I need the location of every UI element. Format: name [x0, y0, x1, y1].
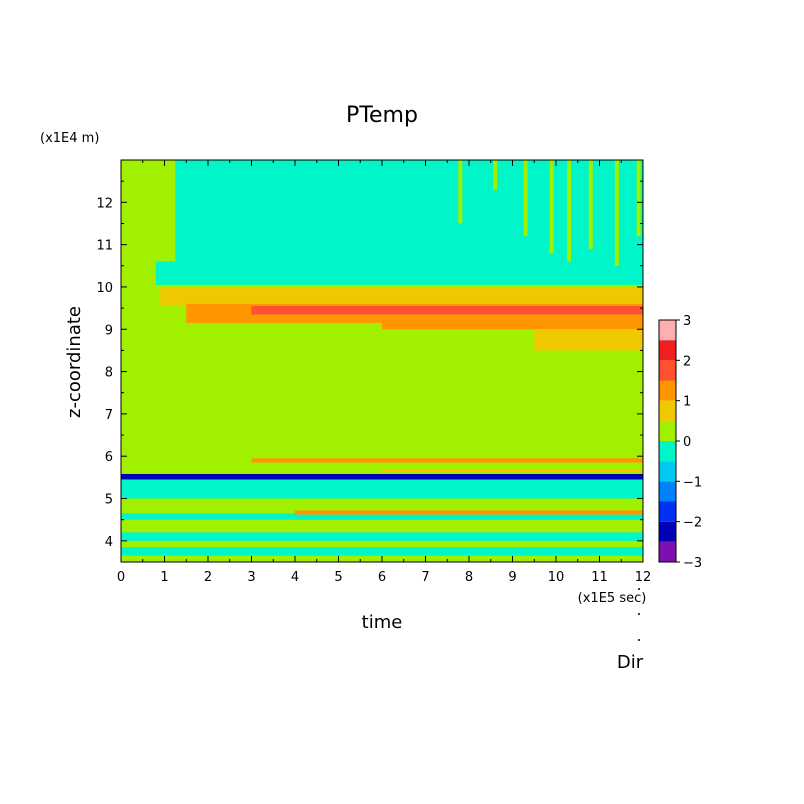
heatmap-spike	[567, 160, 572, 262]
colorbar-tick-label: −2	[683, 516, 702, 531]
colorbar-segment	[659, 521, 676, 542]
heatmap-spike	[523, 160, 528, 237]
colorbar-segment	[659, 541, 676, 562]
x-axis-unit: (x1E5 sec)	[578, 591, 647, 606]
y-tick-label: 8	[105, 366, 113, 381]
y-tick-label: 10	[96, 281, 113, 296]
y-tick-label: 11	[96, 239, 113, 254]
x-tick-label: 8	[465, 570, 473, 585]
colorbar-segment	[659, 380, 676, 401]
heatmap-region	[295, 510, 643, 515]
colorbar-tick-label: 0	[683, 435, 691, 450]
colorbar-tick-label: −1	[683, 475, 702, 490]
heatmap-region	[175, 160, 643, 285]
dir-marker-dot	[638, 588, 640, 590]
heatmap-region	[251, 305, 643, 315]
colorbar-segment	[659, 360, 676, 381]
y-tick-label: 5	[105, 493, 113, 508]
heatmap-spike	[493, 160, 498, 190]
heatmap-region	[251, 458, 643, 463]
heatmap-region	[155, 261, 176, 285]
colorbar-tick-label: 3	[683, 314, 691, 329]
y-tick-label: 6	[105, 450, 113, 465]
x-axis-title: time	[362, 612, 403, 633]
heatmap-area	[121, 160, 643, 562]
x-tick-label: 1	[160, 570, 168, 585]
y-tick-label: 9	[105, 323, 113, 338]
dir-label: Dir	[617, 652, 644, 673]
x-tick-label: 10	[548, 570, 565, 585]
x-axis: 0 1 2 3 4 5 6 7 8 9 10 11 12	[117, 160, 651, 585]
colorbar-tick-label: 1	[683, 395, 691, 410]
heatmap-spike	[614, 160, 619, 266]
heatmap-region	[534, 329, 643, 351]
colorbar-segment	[659, 340, 676, 361]
heatmap-spike	[636, 160, 641, 237]
colorbar-segment	[659, 441, 676, 462]
x-tick-label: 12	[635, 570, 652, 585]
heatmap-region	[121, 475, 643, 499]
heatmap-region	[382, 468, 643, 473]
heatmap-spike	[549, 160, 554, 254]
heatmap-region	[121, 473, 643, 480]
dir-marker-dot	[638, 639, 640, 641]
colorbar-segment	[659, 420, 676, 441]
colorbar-segment	[659, 320, 676, 341]
y-axis-unit: (x1E4 m)	[40, 131, 99, 146]
x-tick-label: 9	[508, 570, 516, 585]
heatmap-region	[160, 286, 643, 306]
colorbar-tick-label: −3	[683, 556, 702, 571]
colorbar-segment	[659, 400, 676, 421]
colorbar-segment	[659, 461, 676, 482]
heatmap-region	[121, 513, 643, 520]
colorbar-tick-label: 2	[683, 354, 691, 369]
colorbar-segment	[659, 501, 676, 522]
y-tick-label: 12	[96, 196, 113, 211]
heatmap-spike	[588, 160, 593, 249]
heatmap-region	[382, 320, 643, 330]
y-axis: 4 5 6 7 8 9 10 11 12	[96, 180, 643, 550]
chart-title: PTemp	[346, 103, 418, 128]
x-tick-label: 5	[334, 570, 342, 585]
y-tick-label: 4	[105, 535, 113, 550]
x-tick-label: 11	[591, 570, 608, 585]
heatmap-spike	[458, 160, 463, 224]
x-tick-label: 0	[117, 570, 125, 585]
x-tick-label: 2	[204, 570, 212, 585]
heatmap-region	[121, 532, 643, 541]
x-tick-label: 4	[291, 570, 299, 585]
dir-marker-dot	[638, 613, 640, 615]
x-tick-label: 7	[421, 570, 429, 585]
y-tick-label: 7	[105, 408, 113, 423]
x-tick-label: 3	[247, 570, 255, 585]
heatmap-region	[121, 547, 643, 556]
x-tick-label: 6	[378, 570, 386, 585]
colorbar-segment	[659, 481, 676, 502]
colorbar: 3 2 1 0 −1 −2 −3	[658, 314, 702, 571]
y-axis-title: z-coordinate	[64, 306, 85, 418]
